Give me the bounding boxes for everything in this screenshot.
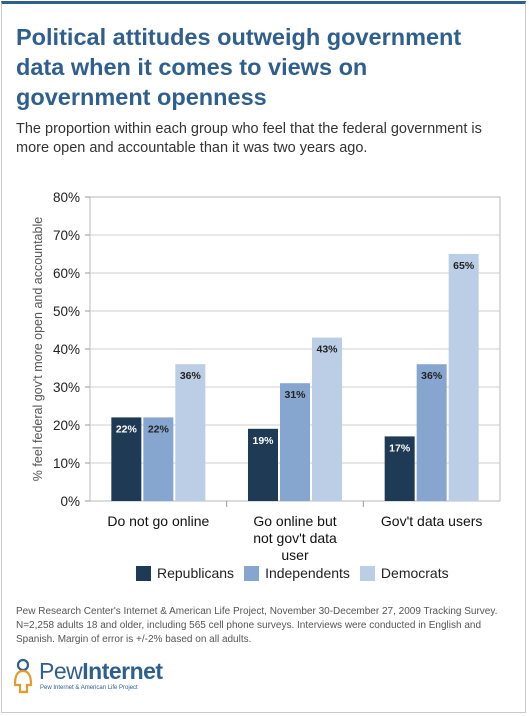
y-axis-label: % feel federal gov't more open and accou… (31, 217, 45, 481)
legend-swatch (359, 565, 375, 581)
bar-independents (280, 383, 310, 501)
x-category-label: Do not go online (107, 513, 209, 529)
data-label: 36% (180, 370, 202, 382)
data-label: 22% (116, 423, 138, 435)
legend-label: Democrats (380, 565, 449, 581)
y-tick-label: 20% (53, 418, 80, 433)
bar-republicans (248, 428, 278, 501)
data-label: 31% (284, 389, 306, 401)
data-label: 19% (252, 435, 274, 447)
x-category-label: user (281, 547, 309, 563)
chart-legend: Republicans Independents Democrats (136, 563, 459, 583)
logo-tagline: Pew Internet & American Life Project (40, 685, 138, 691)
y-tick-label: 70% (53, 228, 80, 243)
bar-democrats (175, 364, 206, 501)
data-label: 43% (316, 344, 338, 356)
bar-chart: 0% 10% 20% 30% 40% 50% 60% 70% 80% % feel federal… (31, 190, 501, 563)
bar-democrats (312, 337, 342, 501)
x-category-label: Go online but (253, 513, 336, 529)
y-tick-label: 40% (53, 342, 80, 357)
legend-label: Independents (265, 565, 350, 581)
y-tick-label: 10% (53, 456, 80, 471)
chart-title: Political attitudes outweigh government … (16, 24, 462, 110)
bar-independents (416, 364, 447, 501)
bar-independents (143, 417, 174, 501)
y-tick-label: 80% (53, 190, 80, 205)
data-label: 65% (453, 260, 475, 272)
source-footnote: Pew Research Center's Internet & America… (16, 606, 498, 645)
y-tick-label: 50% (53, 304, 80, 319)
pew-internet-logo: PewInternet Pew Internet & American Life… (12, 658, 212, 698)
bar-democrats (448, 254, 479, 501)
data-label: 36% (421, 370, 443, 382)
x-category-label: not gov't data (253, 530, 337, 546)
bar-republicans (384, 436, 415, 501)
data-label: 22% (148, 423, 170, 435)
bar-republicans (111, 417, 142, 501)
legend-label: Republicans (157, 565, 235, 581)
y-tick-label: 30% (53, 380, 80, 395)
legend-item-democrats: Democrats (359, 565, 449, 581)
y-tick-label: 0% (60, 494, 80, 509)
legend-swatch (244, 565, 260, 581)
y-tick-label: 60% (53, 266, 80, 281)
chart-subtitle: The proportion within each group who fee… (16, 121, 482, 156)
legend-item-republicans: Republicans (136, 565, 234, 581)
logo-wordmark: PewInternet (39, 658, 163, 684)
pew-person-icon (13, 658, 33, 694)
legend-swatch (136, 565, 151, 581)
legend-item-independents: Independents (244, 565, 350, 581)
data-label: 17% (389, 442, 411, 454)
x-category-label: Gov't data users (381, 513, 483, 529)
